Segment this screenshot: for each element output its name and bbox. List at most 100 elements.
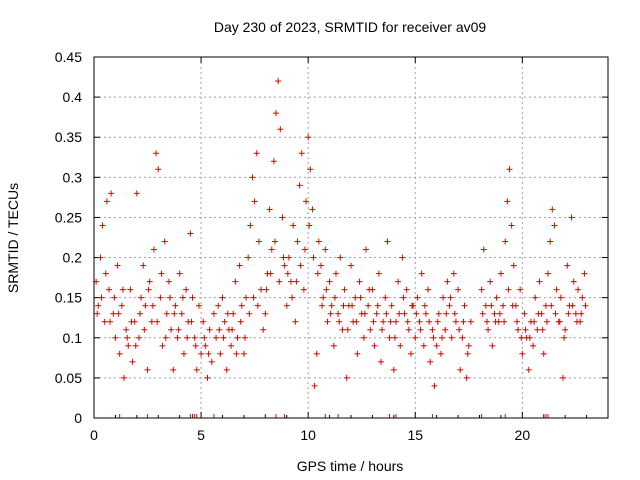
data-point xyxy=(326,278,333,285)
data-point xyxy=(154,318,161,325)
data-point xyxy=(536,278,543,285)
data-point xyxy=(284,270,291,277)
data-point xyxy=(506,166,513,173)
data-point xyxy=(551,222,558,229)
data-point xyxy=(581,270,588,277)
x-tick-label: 0 xyxy=(90,427,98,443)
data-point xyxy=(377,358,384,365)
grid-layer xyxy=(94,57,608,418)
data-point xyxy=(159,342,166,349)
data-point xyxy=(349,302,356,309)
data-point xyxy=(310,254,317,261)
data-point xyxy=(553,286,560,293)
data-point xyxy=(224,310,231,317)
data-point xyxy=(433,342,440,349)
data-point xyxy=(360,334,367,341)
data-point xyxy=(517,286,524,293)
y-tick-label: 0.05 xyxy=(55,370,82,386)
data-point xyxy=(505,286,512,293)
data-point xyxy=(465,342,472,349)
y-tick-label: 0.2 xyxy=(63,250,83,266)
data-point xyxy=(307,166,314,173)
data-point xyxy=(254,302,261,309)
data-point xyxy=(175,326,182,333)
data-point xyxy=(268,246,275,253)
data-point xyxy=(138,294,145,301)
data-point xyxy=(400,294,407,301)
data-point xyxy=(534,326,541,333)
data-point xyxy=(219,294,226,301)
data-point xyxy=(157,294,164,301)
data-point xyxy=(371,342,378,349)
data-point xyxy=(452,318,459,325)
data-point xyxy=(467,318,474,325)
data-point xyxy=(114,262,121,269)
data-point xyxy=(148,318,155,325)
y-tick-label: 0.35 xyxy=(55,129,82,145)
data-point xyxy=(413,310,420,317)
data-point xyxy=(395,278,402,285)
data-point xyxy=(112,334,119,341)
data-point xyxy=(208,358,215,365)
data-point xyxy=(548,302,555,309)
data-point xyxy=(461,302,468,309)
data-point xyxy=(380,318,387,325)
data-point xyxy=(97,254,104,261)
data-point xyxy=(243,294,250,301)
data-point xyxy=(178,310,185,317)
data-point xyxy=(168,326,175,333)
data-point xyxy=(141,326,148,333)
data-point xyxy=(167,294,174,301)
data-point xyxy=(180,350,187,357)
data-point xyxy=(145,286,152,293)
data-point xyxy=(146,278,153,285)
data-point xyxy=(188,318,195,325)
data-point xyxy=(530,342,537,349)
data-point xyxy=(401,310,408,317)
data-point xyxy=(420,342,427,349)
data-point xyxy=(344,326,351,333)
data-point xyxy=(234,334,241,341)
data-point xyxy=(383,310,390,317)
data-point xyxy=(221,318,228,325)
chart-title: Day 230 of 2023, SRMTID for receiver av0… xyxy=(214,19,487,35)
data-point xyxy=(279,214,286,221)
data-point xyxy=(183,286,190,293)
data-point xyxy=(343,374,350,381)
data-point xyxy=(283,302,290,309)
data-point xyxy=(306,222,313,229)
data-point xyxy=(120,374,127,381)
data-point xyxy=(440,294,447,301)
data-point xyxy=(387,318,394,325)
data-point xyxy=(217,350,224,357)
data-point xyxy=(158,270,165,277)
data-point xyxy=(123,326,130,333)
data-point xyxy=(270,158,277,165)
data-point xyxy=(357,294,364,301)
data-point xyxy=(205,350,212,357)
data-point xyxy=(447,294,454,301)
data-point xyxy=(153,150,160,157)
data-point xyxy=(179,294,186,301)
data-point xyxy=(370,318,377,325)
data-point xyxy=(572,310,579,317)
data-point xyxy=(127,286,134,293)
data-point xyxy=(144,366,151,373)
data-point xyxy=(375,270,382,277)
data-point xyxy=(365,302,372,309)
y-tick-label: 0.3 xyxy=(63,169,83,185)
data-point xyxy=(132,342,139,349)
data-point xyxy=(444,278,451,285)
data-point xyxy=(223,366,230,373)
data-point xyxy=(101,318,108,325)
data-point xyxy=(170,366,177,373)
data-point xyxy=(116,350,123,357)
data-point xyxy=(150,246,157,253)
data-point xyxy=(238,302,245,309)
data-point xyxy=(435,310,442,317)
data-point xyxy=(95,302,102,309)
data-point xyxy=(125,342,132,349)
plot-frame xyxy=(93,56,609,419)
data-point xyxy=(504,198,511,205)
